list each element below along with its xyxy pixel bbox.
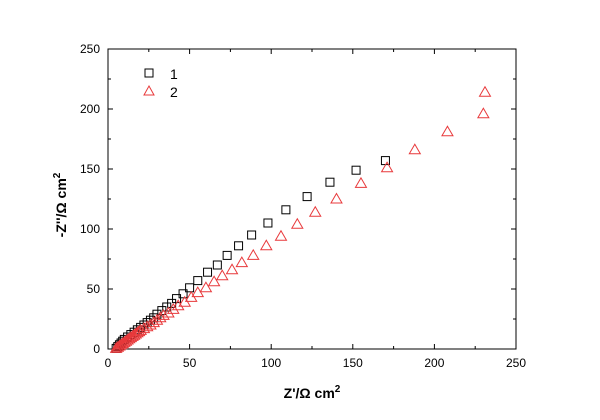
x-tick-label: 0 xyxy=(105,356,112,370)
legend-label-1: 1 xyxy=(170,66,178,82)
x-tick-label: 250 xyxy=(506,356,526,370)
series-2-point xyxy=(162,306,175,318)
series-1-point xyxy=(136,322,146,332)
series-1-point xyxy=(139,320,149,330)
series-2-point xyxy=(166,302,180,314)
series-2-point xyxy=(441,125,454,137)
legend: 1 2 xyxy=(143,66,178,100)
y-axis-title: -Z''/Ω cm2 xyxy=(52,172,69,237)
series-1-point xyxy=(145,315,155,325)
series-2-point xyxy=(476,107,490,119)
series-1-point xyxy=(142,318,152,328)
series-2-point xyxy=(478,85,492,97)
y-tick-label: 0 xyxy=(93,342,100,356)
y-tick-label: 150 xyxy=(80,162,100,176)
series-2-point xyxy=(408,143,422,155)
legend-label-2: 2 xyxy=(170,84,178,100)
series-2-point xyxy=(171,299,185,311)
series-1-point xyxy=(325,177,335,187)
x-tick-label: 100 xyxy=(261,356,281,370)
y-tick-label: 200 xyxy=(80,102,100,116)
series-2-point xyxy=(274,229,288,241)
series-1-point xyxy=(281,205,291,215)
series-1-point xyxy=(178,289,188,299)
series-2-point xyxy=(235,256,249,268)
data-points xyxy=(109,85,492,353)
series-2-point xyxy=(380,161,394,173)
y-tick-label: 50 xyxy=(87,282,101,296)
series-2-point xyxy=(290,217,304,229)
series-2-point xyxy=(246,248,260,260)
series-2-point xyxy=(225,263,239,275)
series-2-point xyxy=(157,308,170,320)
series-2-point xyxy=(215,269,229,281)
series-1-point xyxy=(302,192,312,202)
series-1-point xyxy=(185,283,195,293)
series-2-point xyxy=(140,320,154,332)
legend-marker-square xyxy=(144,68,154,78)
y-axis-title-main: -Z''/Ω cm xyxy=(53,178,69,237)
series-2-point xyxy=(199,281,213,293)
series-2-point xyxy=(330,192,343,204)
series-2-point xyxy=(137,322,151,334)
series-2-point xyxy=(131,326,144,338)
series-1-point xyxy=(222,250,232,260)
y-tick-label: 100 xyxy=(80,222,100,236)
x-axis-title-sup: 2 xyxy=(335,384,341,395)
y-tick-label: 250 xyxy=(80,42,100,56)
y-axis-title-sup: 2 xyxy=(52,172,63,178)
series-1-point xyxy=(351,165,361,175)
x-tick-label: 200 xyxy=(424,356,444,370)
x-axis-title-main: Z'/Ω cm xyxy=(284,385,335,401)
series-2-point xyxy=(207,275,221,287)
series-2-point xyxy=(129,327,143,339)
x-tick-label: 50 xyxy=(183,356,197,370)
x-tick-label: 150 xyxy=(343,356,363,370)
x-axis-title: Z'/Ω cm2 xyxy=(284,384,341,401)
series-2-point xyxy=(308,205,322,217)
series-1-point xyxy=(203,267,213,277)
series-1-point xyxy=(263,218,273,228)
series-2-point xyxy=(134,323,148,335)
series-1-point xyxy=(193,276,203,286)
series-1-point xyxy=(247,230,257,240)
series-2-point xyxy=(259,239,273,251)
legend-marker-triangle xyxy=(143,84,155,96)
series-2-point xyxy=(354,176,368,188)
axis-ticks: 0 50 100 150 200 250 0 50 100 150 200 250 xyxy=(80,42,526,370)
series-1-point xyxy=(212,260,222,270)
series-1-point xyxy=(234,241,244,251)
